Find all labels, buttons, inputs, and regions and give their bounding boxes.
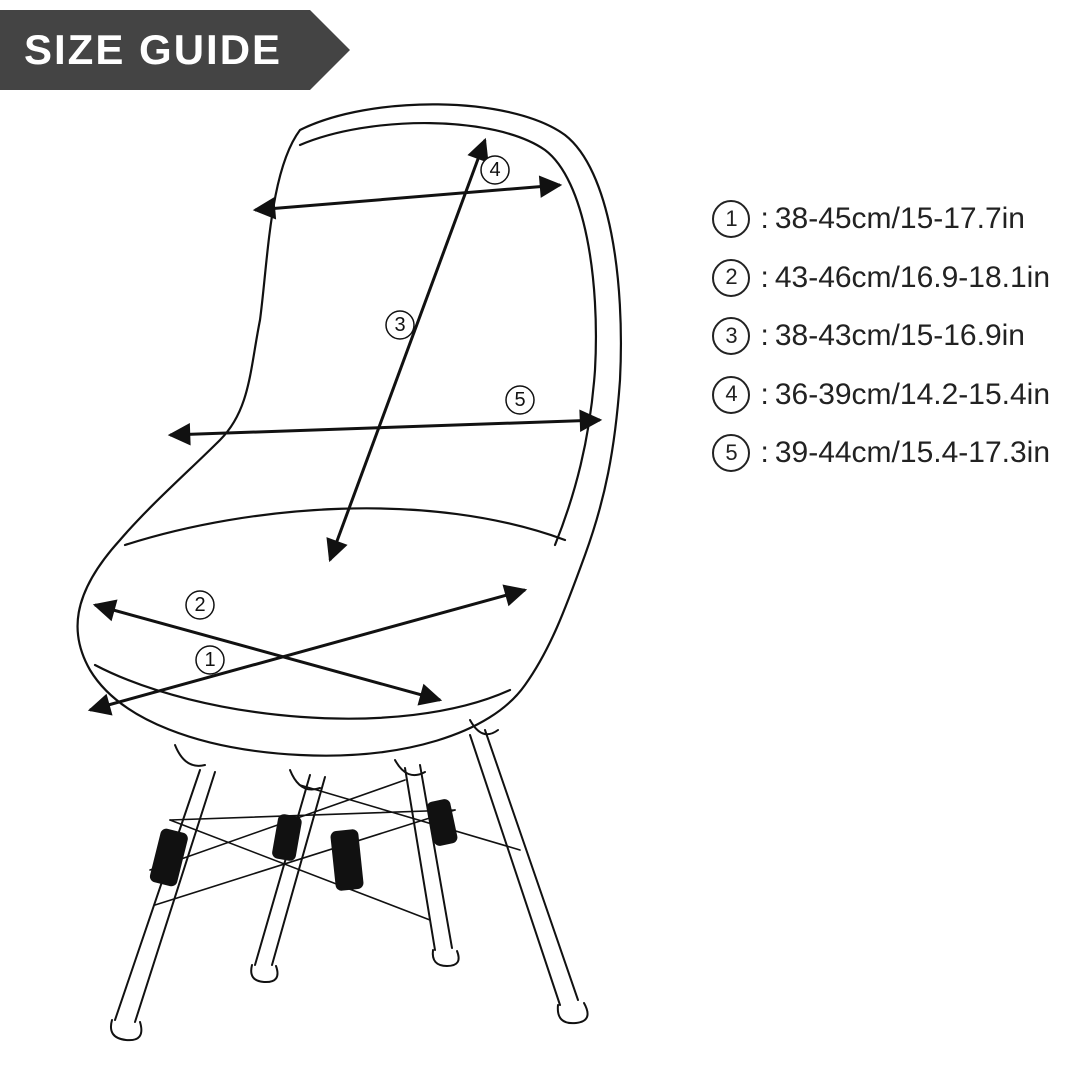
svg-text:2: 2 <box>194 594 205 616</box>
legend-text: 36-39cm/14.2-15.4in <box>775 366 1050 425</box>
legend-num-icon: 3 <box>712 317 750 355</box>
legend-row: 3:38-43cm/15-16.9in <box>712 307 1050 366</box>
legend-text: 39-44cm/15.4-17.3in <box>775 424 1050 483</box>
dimension-arrow-1 <box>90 590 525 710</box>
legend-num-icon: 5 <box>712 434 750 472</box>
legend-num-icon: 4 <box>712 376 750 414</box>
dimension-label-3: 3 <box>386 311 414 339</box>
chair-legs <box>111 720 588 1040</box>
legend-row: 5:39-44cm/15.4-17.3in <box>712 424 1050 483</box>
legend-row: 4:36-39cm/14.2-15.4in <box>712 366 1050 425</box>
legend-text: 43-46cm/16.9-18.1in <box>775 249 1050 308</box>
dimension-label-1: 1 <box>196 646 224 674</box>
legend-text: 38-43cm/15-16.9in <box>775 307 1025 366</box>
legend-row: 1:38-45cm/15-17.7in <box>712 190 1050 249</box>
dimension-label-5: 5 <box>506 386 534 414</box>
dimension-arrow-4 <box>255 185 560 210</box>
size-legend: 1:38-45cm/15-17.7in 2:43-46cm/16.9-18.1i… <box>712 190 1050 483</box>
legend-text: 38-45cm/15-17.7in <box>775 190 1025 249</box>
svg-text:4: 4 <box>489 159 500 181</box>
svg-text:5: 5 <box>514 389 525 411</box>
dimension-label-4: 4 <box>481 156 509 184</box>
chair-diagram: 1 2 3 4 5 <box>0 0 1080 1080</box>
measurement-arrows <box>90 140 600 710</box>
svg-text:3: 3 <box>394 314 405 336</box>
legend-num-icon: 1 <box>712 200 750 238</box>
legend-row: 2:43-46cm/16.9-18.1in <box>712 249 1050 308</box>
dimension-label-2: 2 <box>186 591 214 619</box>
svg-text:1: 1 <box>204 649 215 671</box>
legend-num-icon: 2 <box>712 259 750 297</box>
